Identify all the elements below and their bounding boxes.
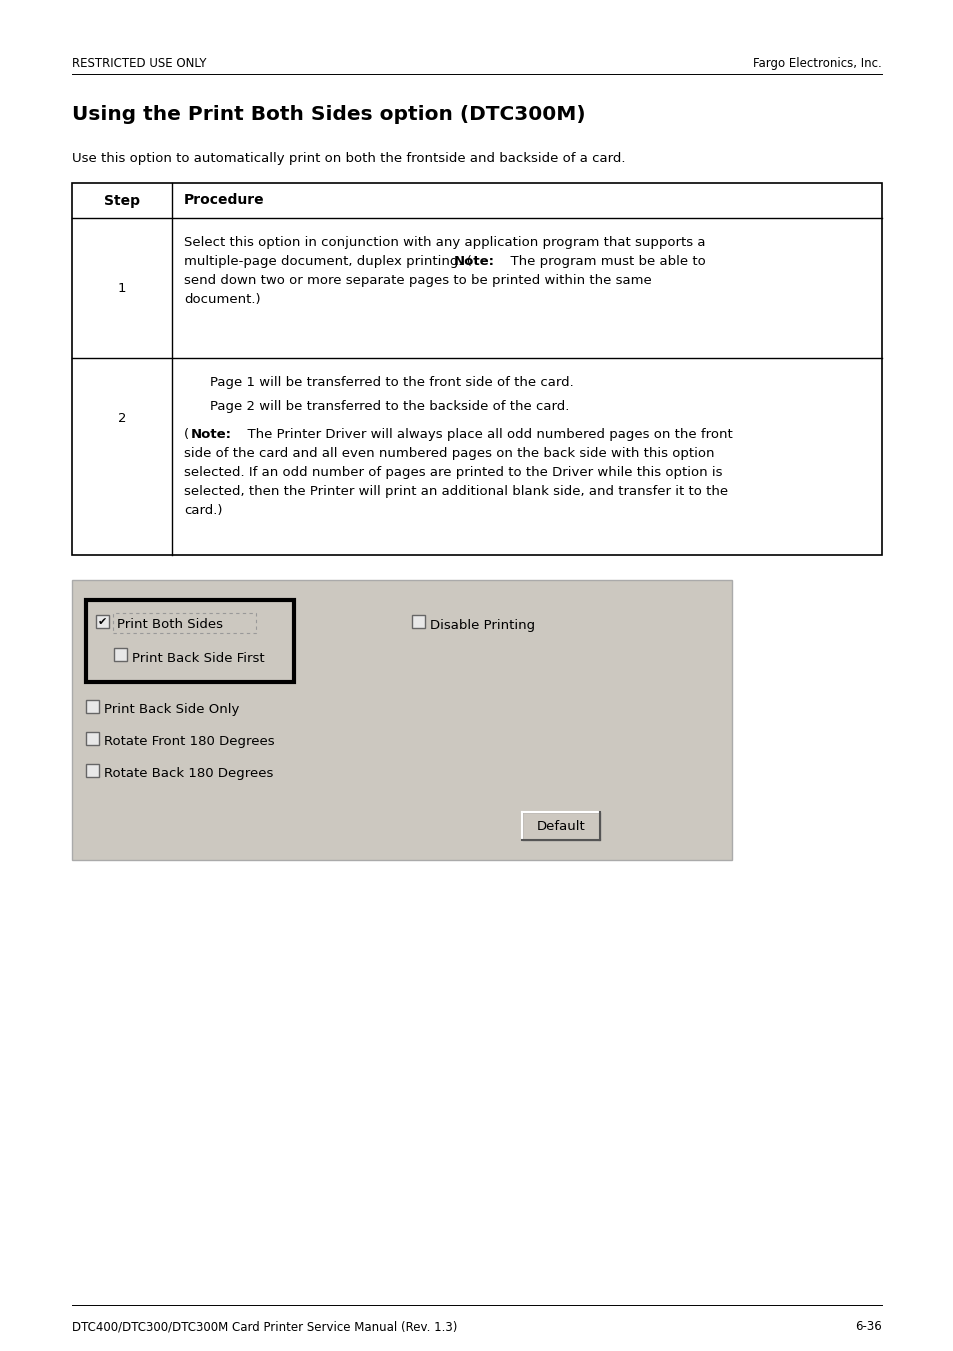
Text: selected. If an odd number of pages are printed to the Driver while this option : selected. If an odd number of pages are … [184,466,721,480]
Bar [112,613,255,634]
Text: side of the card and all even numbered pages on the back side with this option: side of the card and all even numbered p… [184,447,714,459]
Text: selected, then the Printer will print an additional blank side, and transfer it : selected, then the Printer will print an… [184,485,727,499]
Bar [86,765,99,777]
Text: Page 1 will be transferred to the front side of the card.: Page 1 will be transferred to the front … [210,376,573,389]
Bar [521,812,599,840]
Text: multiple-page document, duplex printing. (: multiple-page document, duplex printing.… [184,255,472,267]
Text: Print Back Side First: Print Back Side First [132,651,264,665]
Text: Procedure: Procedure [184,193,264,208]
Bar [96,615,109,628]
Text: Page 2 will be transferred to the backside of the card.: Page 2 will be transferred to the backsi… [210,400,569,413]
Text: Select this option in conjunction with any application program that supports a: Select this option in conjunction with a… [184,236,705,249]
Bar [412,615,424,628]
Text: card.): card.) [184,504,222,517]
Text: document.): document.) [184,293,260,305]
Text: Using the Print Both Sides option (DTC300M): Using the Print Both Sides option (DTC30… [71,105,585,124]
Text: 2: 2 [117,412,126,424]
Text: 6-36: 6-36 [854,1320,882,1333]
Text: Rotate Back 180 Degrees: Rotate Back 180 Degrees [104,767,274,781]
Bar [86,700,99,713]
Text: RESTRICTED USE ONLY: RESTRICTED USE ONLY [71,57,206,70]
Text: Disable Printing: Disable Printing [430,619,535,631]
Text: Rotate Front 180 Degrees: Rotate Front 180 Degrees [104,735,274,748]
Bar [71,580,731,861]
Bar [113,648,127,661]
Text: Note:: Note: [191,428,232,440]
Text: 1: 1 [117,281,126,295]
Text: ✔: ✔ [98,616,107,627]
Text: Note:: Note: [454,255,495,267]
Text: The program must be able to: The program must be able to [501,255,705,267]
Bar [86,600,294,682]
Bar [71,182,882,555]
Bar [86,732,99,744]
Text: Print Back Side Only: Print Back Side Only [104,704,239,716]
Text: Print Both Sides: Print Both Sides [117,619,223,631]
Text: Default: Default [536,820,585,832]
Text: The Printer Driver will always place all odd numbered pages on the front: The Printer Driver will always place all… [239,428,732,440]
Text: send down two or more separate pages to be printed within the same: send down two or more separate pages to … [184,274,651,286]
Text: Use this option to automatically print on both the frontside and backside of a c: Use this option to automatically print o… [71,153,625,165]
Text: Fargo Electronics, Inc.: Fargo Electronics, Inc. [753,57,882,70]
Text: DTC400/DTC300/DTC300M Card Printer Service Manual (Rev. 1.3): DTC400/DTC300/DTC300M Card Printer Servi… [71,1320,456,1333]
Text: (: ( [184,428,189,440]
Text: Step: Step [104,193,140,208]
